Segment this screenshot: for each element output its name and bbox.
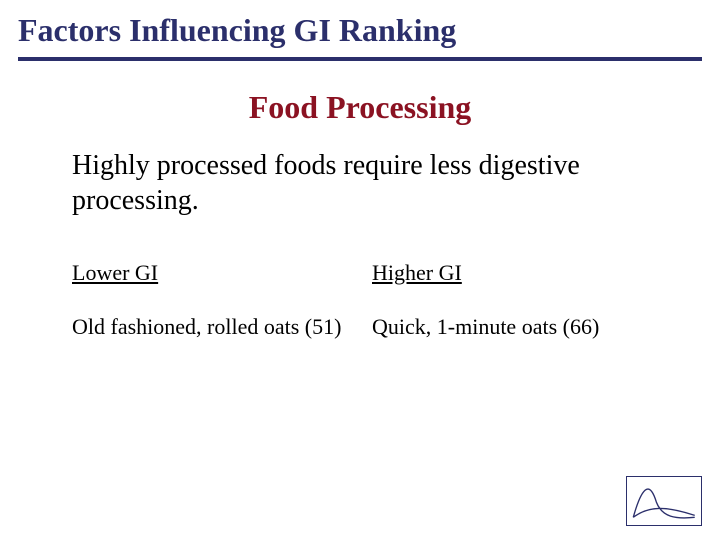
gi-comparison-table: Lower GI Higher GI Old fashioned, rolled… xyxy=(72,260,660,340)
table-header-higher-gi: Higher GI xyxy=(372,260,660,286)
table-cell-higher-gi: Quick, 1-minute oats (66) xyxy=(372,314,660,340)
table-row: Old fashioned, rolled oats (51) Quick, 1… xyxy=(72,314,660,340)
table-header-lower-gi: Lower GI xyxy=(72,260,372,286)
slide-title: Factors Influencing GI Ranking xyxy=(0,0,720,57)
table-cell-lower-gi: Old fashioned, rolled oats (51) xyxy=(72,314,372,340)
curve-logo-icon xyxy=(626,476,702,526)
slide-subtitle: Food Processing xyxy=(60,89,660,126)
logo-curve-1 xyxy=(633,489,694,518)
title-underline-rule xyxy=(18,57,702,61)
table-header-row: Lower GI Higher GI xyxy=(72,260,660,286)
curve-logo-svg xyxy=(627,477,701,525)
body-paragraph: Highly processed foods require less dige… xyxy=(72,148,660,218)
